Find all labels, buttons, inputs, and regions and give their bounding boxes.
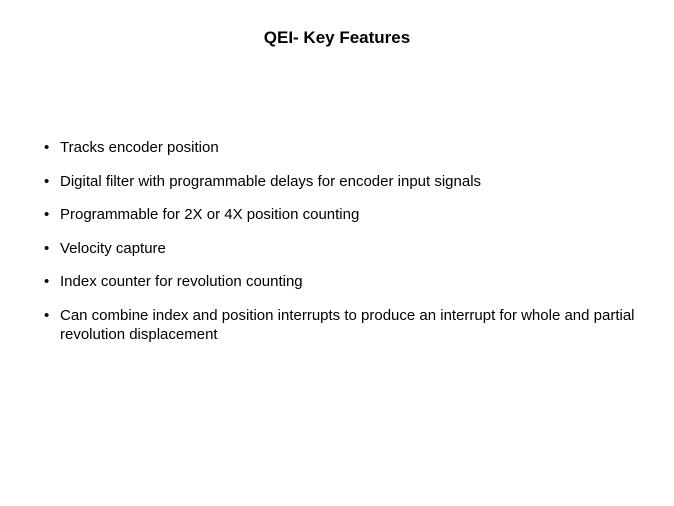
list-item: Velocity capture [40,239,644,259]
feature-list: Tracks encoder position Digital filter w… [30,138,644,345]
list-item: Digital filter with programmable delays … [40,172,644,192]
list-item: Can combine index and position interrupt… [40,306,644,345]
list-item: Tracks encoder position [40,138,644,158]
slide-container: QEI- Key Features Tracks encoder positio… [0,0,674,506]
slide-title: QEI- Key Features [30,28,644,48]
list-item: Index counter for revolution counting [40,272,644,292]
list-item: Programmable for 2X or 4X position count… [40,205,644,225]
